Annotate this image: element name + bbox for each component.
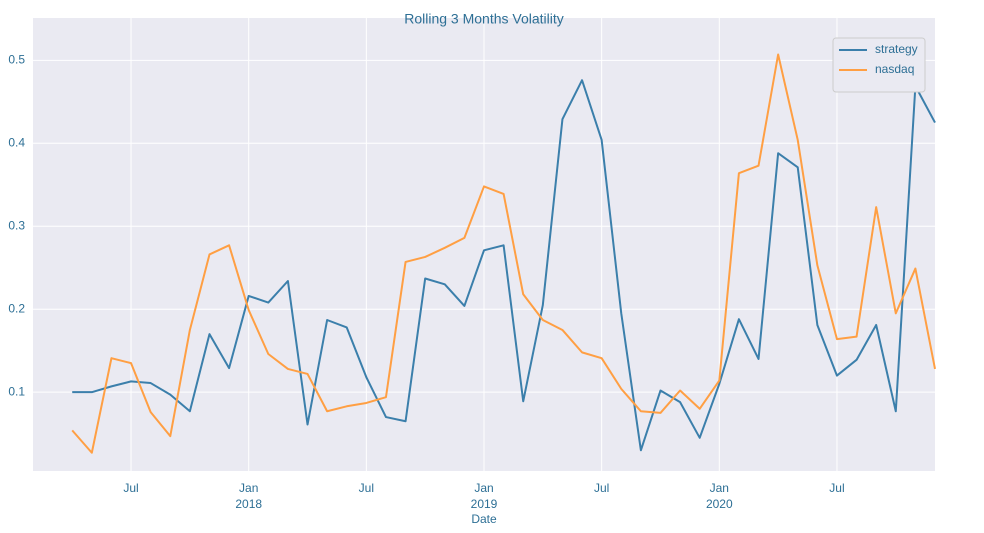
y-tick-label: 0.5 <box>8 52 25 66</box>
grid <box>33 18 935 471</box>
legend-label: strategy <box>875 42 918 56</box>
series-line <box>71 53 936 454</box>
x-axis-label: Date <box>471 512 497 526</box>
x-tick-label: Jan 2019 <box>471 481 498 511</box>
y-tick-label: 0.2 <box>8 301 25 315</box>
x-tick-label: Jul <box>359 481 374 495</box>
y-tick-label: 0.1 <box>8 384 25 398</box>
y-tick-label: 0.3 <box>8 218 25 232</box>
x-tick-label: Jul <box>829 481 844 495</box>
x-tick-label: Jan 2020 <box>706 481 733 511</box>
x-tick-label: Jul <box>123 481 138 495</box>
legend-label: nasdaq <box>875 62 914 76</box>
chart-title: Rolling 3 Months Volatility <box>404 11 564 27</box>
legend-box <box>832 37 926 93</box>
x-tick-label: Jan 2018 <box>235 481 262 511</box>
x-tick-label: Jul <box>594 481 609 495</box>
series-line <box>72 79 936 452</box>
lines <box>71 53 936 454</box>
y-tick-label: 0.4 <box>8 135 25 149</box>
